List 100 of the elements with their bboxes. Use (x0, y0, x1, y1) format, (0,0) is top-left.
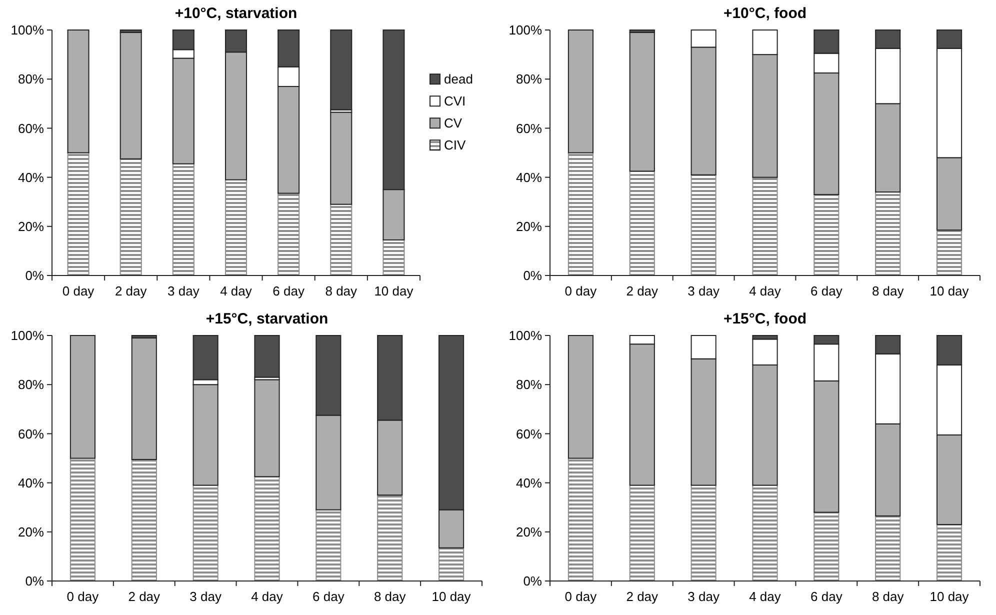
bar (254, 379, 280, 478)
y-tick-label: 40% (18, 170, 44, 185)
x-tick-label: 8 day (872, 284, 904, 298)
y-tick-label: 100% (508, 22, 542, 38)
y-tick-label: 60% (18, 120, 44, 136)
y-tick-label: 40% (516, 475, 542, 490)
x-tick-label: 8 day (374, 589, 406, 604)
bar (690, 174, 716, 276)
bar (330, 30, 352, 110)
bar (568, 458, 594, 582)
y-tick-label: 60% (516, 120, 542, 136)
x-tick-label: 4 day (220, 284, 252, 298)
bar (814, 512, 840, 582)
y-tick-label: 80% (18, 72, 44, 87)
x-tick-label: 0 day (66, 589, 100, 604)
bar (568, 152, 594, 276)
x-tick-label: 6 day (312, 589, 345, 604)
x-tick-label: 10 day (930, 589, 970, 604)
y-tick-label: 80% (516, 377, 542, 392)
legend-label: dead (444, 72, 473, 87)
x-tick-label: 2 day (626, 589, 659, 604)
x-tick-label: 6 day (810, 284, 843, 298)
bar (120, 158, 142, 276)
y-tick-label: 60% (516, 426, 542, 442)
chart-title: +15°C, starvation (206, 310, 328, 328)
y-tick-label: 0% (523, 268, 542, 284)
bar (120, 32, 142, 160)
bar (330, 112, 352, 205)
bar (936, 524, 962, 582)
bar (690, 484, 716, 582)
bar (875, 192, 901, 276)
bar (192, 484, 218, 582)
bar (752, 484, 778, 582)
y-tick-label: 100% (10, 22, 44, 38)
x-tick-label: 8 day (325, 284, 358, 298)
x-tick-label: 2 day (626, 284, 659, 298)
bar (629, 484, 655, 582)
bar (70, 335, 96, 459)
bar (67, 30, 90, 154)
bar (316, 509, 342, 582)
legend-label: CV (444, 116, 462, 131)
bar (224, 179, 248, 276)
bar (814, 194, 840, 276)
x-tick-label: 2 day (128, 589, 161, 604)
x-tick-label: 10 day (432, 589, 472, 604)
bar (752, 176, 778, 276)
x-tick-label: 3 day (168, 284, 200, 298)
chart-title: +10°C, starvation (174, 5, 298, 22)
bar (254, 335, 280, 378)
bar (377, 494, 403, 582)
bar (438, 547, 464, 582)
x-tick-label: 3 day (688, 589, 720, 604)
chart-title: +15°C, food (723, 310, 807, 328)
y-tick-label: 0% (25, 574, 44, 589)
y-tick-label: 40% (18, 475, 44, 490)
bar (568, 335, 594, 459)
bar (936, 230, 962, 276)
x-tick-label: 0 day (564, 284, 598, 298)
bar (131, 458, 157, 582)
legend-label: CVI (444, 94, 466, 109)
y-tick-label: 20% (516, 524, 542, 540)
y-tick-label: 20% (18, 524, 44, 540)
bar (629, 170, 655, 276)
legend-label: CIV (444, 138, 466, 153)
y-tick-label: 20% (18, 218, 44, 234)
x-tick-label: 10 day (930, 284, 970, 298)
y-tick-label: 100% (10, 328, 44, 344)
y-tick-label: 80% (18, 377, 44, 392)
bar (629, 32, 655, 172)
bar (131, 337, 157, 460)
x-tick-label: 3 day (190, 589, 222, 604)
bar (568, 30, 594, 154)
x-tick-label: 8 day (872, 589, 904, 604)
y-tick-label: 0% (25, 268, 44, 284)
bar (382, 239, 405, 276)
bar (330, 204, 352, 276)
bar (875, 515, 901, 582)
bar (278, 192, 300, 276)
bar (172, 163, 194, 276)
y-tick-label: 40% (516, 170, 542, 185)
bar (192, 384, 218, 486)
y-tick-label: 0% (523, 574, 542, 589)
chart-title: +10°C, food (723, 5, 807, 22)
x-tick-label: 10 day (374, 284, 414, 298)
x-tick-label: 4 day (749, 589, 782, 604)
x-tick-label: 6 day (810, 589, 843, 604)
x-tick-label: 4 day (251, 589, 284, 604)
x-tick-label: 2 day (114, 284, 148, 298)
y-tick-label: 60% (18, 426, 44, 442)
x-tick-label: 4 day (749, 284, 782, 298)
x-tick-label: 3 day (688, 284, 720, 298)
y-tick-label: 20% (516, 218, 542, 234)
x-tick-label: 6 day (272, 284, 305, 298)
x-tick-label: 0 day (564, 589, 598, 604)
bar (67, 152, 90, 276)
x-tick-label: 0 day (62, 284, 95, 298)
bar (70, 458, 96, 582)
y-tick-label: 100% (508, 328, 542, 344)
bar (254, 476, 280, 582)
y-tick-label: 80% (516, 72, 542, 87)
